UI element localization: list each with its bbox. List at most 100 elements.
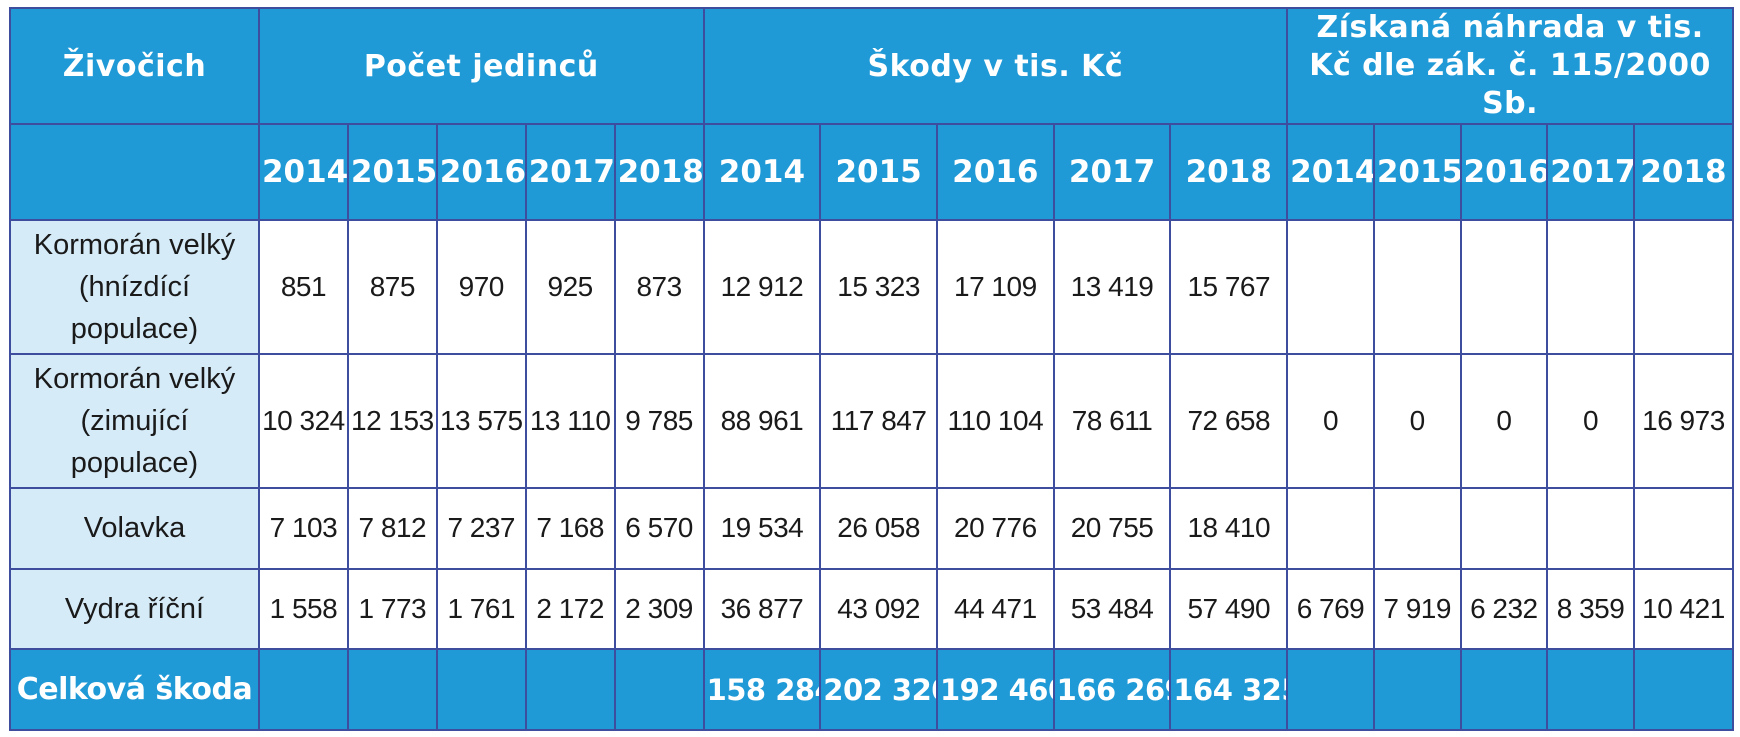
compensation-cell: 0 xyxy=(1546,353,1635,490)
count-year-2018: 2018 xyxy=(613,123,705,221)
total-count-cell xyxy=(613,648,705,731)
damage-year-2014: 2014 xyxy=(702,123,822,221)
damage-cell: 20 755 xyxy=(1052,487,1172,570)
table-row: Volavka 7 103 7 812 7 237 7 168 6 570 19 534 26… xyxy=(9,487,1735,570)
total-compensation-cell xyxy=(1546,648,1635,731)
compensation-cell: 8 359 xyxy=(1546,567,1635,651)
damage-cell: 15 767 xyxy=(1169,218,1289,356)
header-animal: Živočich xyxy=(9,7,260,125)
count-cell: 7 103 xyxy=(257,487,349,570)
compensation-cell xyxy=(1632,487,1735,570)
compensation-year-2018: 2018 xyxy=(1632,123,1735,221)
count-year-2017: 2017 xyxy=(524,123,616,221)
count-cell: 875 xyxy=(346,218,438,356)
total-damage-cell: 202 320 xyxy=(819,648,938,731)
count-cell: 873 xyxy=(613,218,705,356)
total-compensation-cell xyxy=(1459,648,1549,731)
count-cell: 1 558 xyxy=(257,567,349,651)
total-label: Celková škoda xyxy=(9,648,260,731)
count-cell: 13 575 xyxy=(435,353,527,490)
table-row: Kormorán velký (zimující populace) 10 324… xyxy=(9,353,1735,490)
total-count-cell xyxy=(257,648,349,731)
count-cell: 2 309 xyxy=(613,567,705,651)
damage-cell: 43 092 xyxy=(819,567,938,651)
header-damage: Škody v tis. Kč xyxy=(702,7,1289,125)
count-cell: 7 237 xyxy=(435,487,527,570)
count-cell: 9 785 xyxy=(613,353,705,490)
damage-cell: 117 847 xyxy=(819,353,938,490)
damage-cell: 20 776 xyxy=(935,487,1055,570)
animal-name: Kormorán velký (hnízdící populace) xyxy=(9,218,260,356)
compensation-cell xyxy=(1459,218,1549,356)
count-cell: 12 153 xyxy=(346,353,438,490)
count-cell: 1 773 xyxy=(346,567,438,651)
compensation-year-2017: 2017 xyxy=(1546,123,1635,221)
table-row: Vydra říční 1 558 1 773 1 761 2 172 2 309 36 8… xyxy=(9,567,1735,651)
damage-cell: 13 419 xyxy=(1052,218,1172,356)
total-damage-cell: 192 460 xyxy=(935,648,1055,731)
count-cell: 10 324 xyxy=(257,353,349,490)
total-count-cell xyxy=(435,648,527,731)
count-year-2015: 2015 xyxy=(346,123,438,221)
total-compensation-cell xyxy=(1372,648,1462,731)
damage-table: Živočich Počet jedinců Škody v tis. Kč Z… xyxy=(9,7,1735,731)
total-count-cell xyxy=(524,648,616,731)
damage-cell: 12 912 xyxy=(702,218,822,356)
total-compensation-cell xyxy=(1286,648,1375,731)
compensation-cell xyxy=(1286,487,1375,570)
group-header-row: Živočich Počet jedinců Škody v tis. Kč Z… xyxy=(9,7,1734,125)
total-row: Celková škoda 158 284202 320192 460166 26… xyxy=(9,648,1735,731)
compensation-cell: 7 919 xyxy=(1372,567,1462,651)
damage-cell: 78 611 xyxy=(1052,353,1172,490)
total-compensation-cell xyxy=(1632,648,1735,731)
count-cell: 13 110 xyxy=(524,353,616,490)
animal-name: Kormorán velký (zimující populace) xyxy=(9,353,260,490)
compensation-cell xyxy=(1632,218,1735,356)
damage-cell: 57 490 xyxy=(1169,567,1289,651)
compensation-cell: 0 xyxy=(1459,353,1549,490)
total-damage-cell: 166 269 xyxy=(1052,648,1172,731)
header-compensation: Získaná náhrada v tis. Kč dle zák. č. 11… xyxy=(1286,7,1734,125)
damage-cell: 26 058 xyxy=(819,487,938,570)
compensation-cell xyxy=(1546,218,1635,356)
compensation-cell: 6 232 xyxy=(1459,567,1549,651)
count-year-2016: 2016 xyxy=(435,123,527,221)
header-count: Počet jedinců xyxy=(257,7,705,125)
compensation-cell xyxy=(1459,487,1549,570)
total-damage-cell: 158 284 xyxy=(702,648,822,731)
damage-cell: 44 471 xyxy=(935,567,1055,651)
compensation-cell: 0 xyxy=(1372,353,1462,490)
compensation-year-2014: 2014 xyxy=(1286,123,1375,221)
year-header-row: 2014 2015 2016 2017 2018 2014 2015 2016 2017 2018… xyxy=(9,123,1735,221)
count-cell: 7 168 xyxy=(524,487,616,570)
compensation-year-2016: 2016 xyxy=(1459,123,1549,221)
damage-cell: 53 484 xyxy=(1052,567,1172,651)
damage-year-2018: 2018 xyxy=(1169,123,1289,221)
compensation-year-2015: 2015 xyxy=(1372,123,1462,221)
count-cell: 925 xyxy=(524,218,616,356)
count-cell: 1 761 xyxy=(435,567,527,651)
count-cell: 851 xyxy=(257,218,349,356)
damage-cell: 36 877 xyxy=(702,567,822,651)
damage-cell: 15 323 xyxy=(819,218,938,356)
damage-cell: 72 658 xyxy=(1169,353,1289,490)
count-cell: 2 172 xyxy=(524,567,616,651)
count-cell: 970 xyxy=(435,218,527,356)
damage-cell: 18 410 xyxy=(1169,487,1289,570)
damage-cell: 17 109 xyxy=(935,218,1055,356)
year-header-blank xyxy=(9,123,260,221)
compensation-cell: 10 421 xyxy=(1632,567,1735,651)
compensation-cell xyxy=(1546,487,1635,570)
total-damage-cell: 164 325 xyxy=(1169,648,1289,731)
compensation-cell: 0 xyxy=(1286,353,1375,490)
compensation-cell: 16 973 xyxy=(1632,353,1735,490)
damage-cell: 19 534 xyxy=(702,487,822,570)
count-cell: 6 570 xyxy=(613,487,705,570)
damage-year-2016: 2016 xyxy=(935,123,1055,221)
damage-year-2015: 2015 xyxy=(819,123,938,221)
count-cell: 7 812 xyxy=(346,487,438,570)
compensation-cell: 6 769 xyxy=(1286,567,1375,651)
total-count-cell xyxy=(346,648,438,731)
table-row: Kormorán velký (hnízdící populace) 851 875… xyxy=(9,218,1735,356)
animal-name: Vydra říční xyxy=(9,567,260,651)
